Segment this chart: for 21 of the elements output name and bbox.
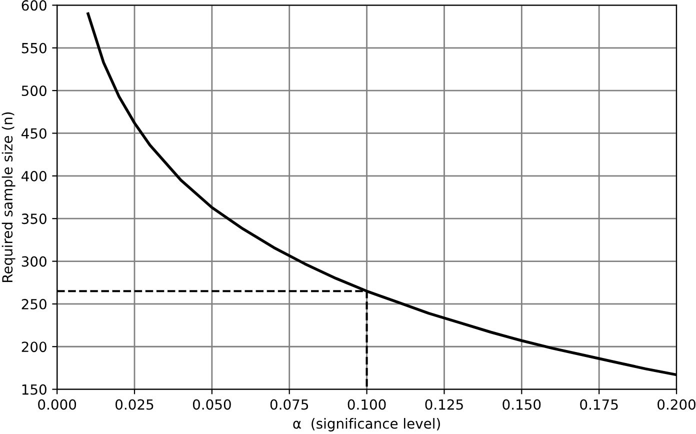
y-tick-label: 200: [22, 342, 46, 352]
x-tick-label: 0.150: [502, 399, 541, 410]
x-tick-label: 0.200: [658, 399, 696, 410]
x-tick-label: 0.175: [580, 399, 618, 410]
y-tick-label: 600: [22, 0, 46, 11]
x-tick-label: 0.100: [348, 399, 386, 410]
y-tick-label: 250: [22, 298, 46, 310]
y-tick-label: 450: [22, 128, 46, 139]
x-axis-title: α (significance level): [293, 418, 440, 432]
x-tick-label: 0.125: [425, 399, 463, 410]
x-tick-label: 0.050: [192, 399, 231, 410]
y-tick-label: 400: [22, 170, 46, 182]
y-tick-label: 350: [22, 214, 46, 224]
y-tick-label: 550: [22, 42, 46, 54]
y-tick-label: 300: [22, 256, 46, 267]
x-tick-label: 0.075: [270, 399, 308, 410]
x-tick-label: 0.025: [116, 399, 154, 410]
y-axis-title: Required sample size (n): [2, 112, 16, 282]
y-tick-label: 500: [22, 86, 46, 96]
x-tick-label: 0.000: [38, 399, 76, 410]
y-tick-label: 150: [22, 384, 46, 395]
